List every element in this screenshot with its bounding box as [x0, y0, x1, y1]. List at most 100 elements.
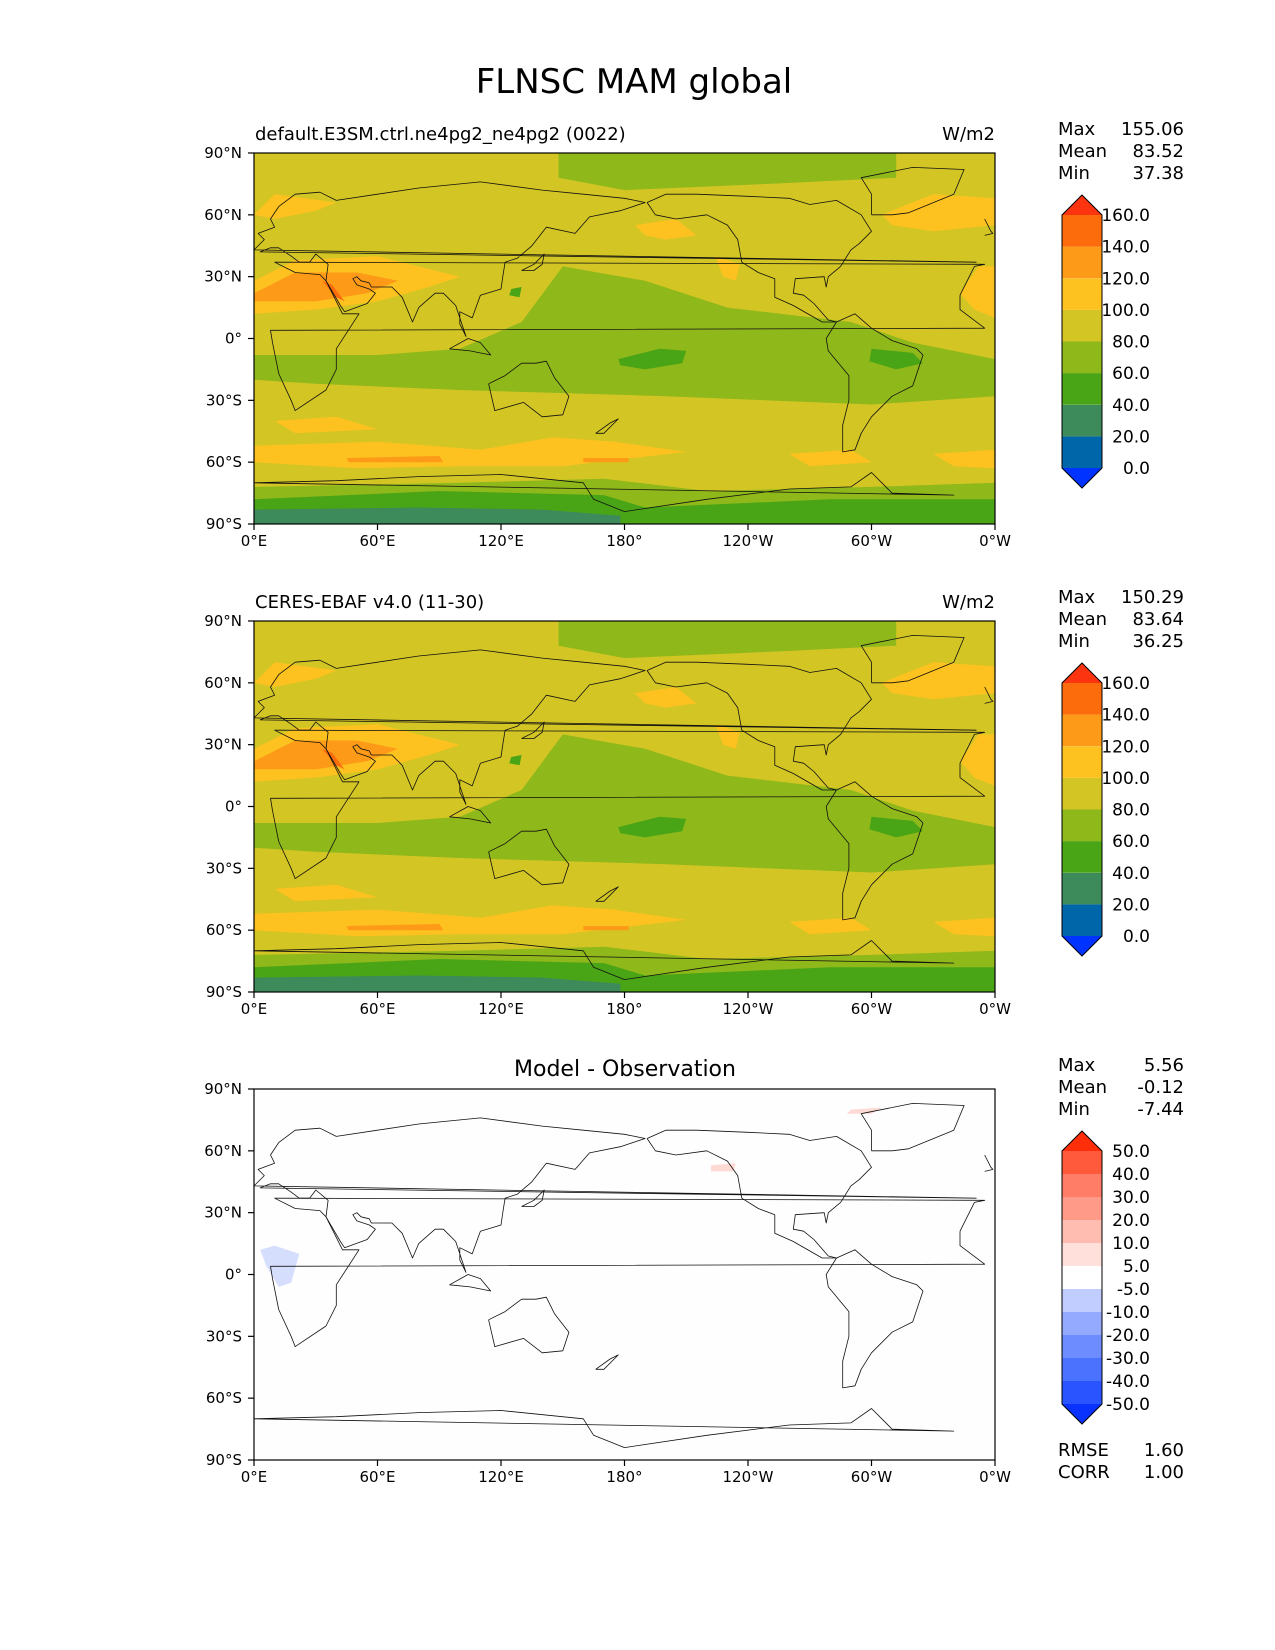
stat-label-min: Min [1058, 631, 1090, 652]
lon-tick-label: 120°E [478, 1000, 524, 1018]
contour-region [960, 266, 995, 318]
panel-title-center: Model - Observation [514, 1057, 736, 1082]
lon-tick-label: 60°W [851, 1000, 893, 1018]
contour-region [274, 416, 378, 434]
contour-region [846, 1107, 882, 1114]
coastline [860, 166, 965, 216]
contour-region [254, 975, 621, 992]
lon-tick-label: 0°W [979, 1000, 1011, 1018]
panel-title-left: default.E3SM.ctrl.ne4pg2_ne4pg2 (0022) [255, 124, 626, 145]
colorbar-tick-label: -5.0 [1117, 1280, 1150, 1300]
stat-value-mean: -0.12 [1137, 1077, 1184, 1098]
lat-tick-label: 0° [225, 798, 242, 816]
colorbar-tick-label: 40.0 [1112, 396, 1150, 416]
colorbar-tick-label: 20.0 [1112, 427, 1150, 447]
stat-label-mean: Mean [1058, 141, 1107, 162]
stat-label-min: Min [1058, 163, 1090, 184]
colorbar-extend-max [1062, 1131, 1102, 1151]
lat-tick-label: 60°N [204, 674, 242, 692]
lat-tick-label: 90°S [206, 983, 242, 1001]
colorbar-segment [1062, 1174, 1102, 1197]
colorbar-tick-label: 0.0 [1123, 927, 1150, 947]
lon-tick-label: 0°W [979, 1468, 1011, 1486]
lon-tick-label: 120°W [723, 1000, 774, 1018]
corr-label: CORR [1058, 1462, 1110, 1483]
colorbar-tick-label: -30.0 [1106, 1349, 1150, 1369]
contour-region [960, 734, 995, 786]
stat-value-max: 155.06 [1121, 119, 1184, 140]
coastline [254, 181, 977, 337]
lat-tick-label: 30°N [204, 268, 242, 286]
lat-tick-label: 90°S [206, 1451, 242, 1469]
contour-region [789, 449, 872, 467]
colorbar-segment [1062, 714, 1102, 747]
lat-tick-label: 30°S [206, 391, 242, 409]
coastline [984, 1154, 994, 1172]
coastline [270, 729, 986, 879]
lon-tick-label: 120°E [478, 1468, 524, 1486]
colorbar-segment [1062, 841, 1102, 873]
coastline [254, 1408, 955, 1448]
coastline [449, 1274, 492, 1292]
field-background [254, 1089, 995, 1460]
lon-tick-label: 180° [606, 1000, 642, 1018]
stat-value-min: -7.44 [1137, 1099, 1184, 1120]
coastline [595, 886, 619, 902]
contour-region [321, 280, 345, 302]
contour-region [881, 194, 995, 232]
coastline [646, 193, 872, 323]
stat-label-mean: Mean [1058, 1077, 1107, 1098]
colorbar: 0.0 20.0 40.0 60.0 80.0 100.0 120.0 140.0 160.0 [1061, 662, 1150, 957]
colorbar-segment [1062, 683, 1102, 715]
colorbar-segment [1062, 1289, 1102, 1312]
colorbar-segment [1062, 904, 1102, 936]
stat-value-min: 36.25 [1132, 631, 1184, 652]
colorbar-outline [1061, 662, 1103, 957]
map-field-model [254, 153, 995, 524]
contour-region [881, 662, 995, 700]
contour-region [321, 748, 345, 770]
coastline [521, 721, 545, 739]
coastline [488, 360, 570, 418]
coastline [646, 661, 872, 791]
lon-tick-label: 120°W [723, 532, 774, 550]
colorbar-extend-min [1062, 468, 1102, 488]
stat-label-min: Min [1058, 1099, 1090, 1120]
coastline [449, 806, 492, 824]
lon-tick-label: 60°E [359, 1000, 395, 1018]
coastline [488, 828, 570, 886]
colorbar-segment [1062, 1358, 1102, 1381]
lon-tick-label: 60°E [359, 532, 395, 550]
colorbar: -50.0 -40.0 -30.0 -20.0 -10.0 -5.0 5.0 10.0 20.0… [1061, 1130, 1150, 1425]
stat-value-mean: 83.52 [1132, 141, 1184, 162]
stat-value-max: 5.56 [1144, 1055, 1184, 1076]
coastline [254, 1117, 977, 1273]
colorbar-segment [1062, 1151, 1102, 1174]
coastline [860, 635, 965, 684]
lon-tick-label: 0°E [241, 1468, 268, 1486]
colorbar-outline [1061, 194, 1103, 489]
lon-tick-label: 0°W [979, 532, 1011, 550]
contour-region [933, 449, 995, 469]
colorbar-extend-min [1062, 936, 1102, 956]
coastline [595, 418, 619, 434]
contour-region [558, 621, 897, 659]
colorbar-tick-label: 0.0 [1123, 459, 1150, 479]
coastline [270, 261, 986, 412]
panel-units: W/m2 [942, 592, 995, 613]
colorbar-tick-label: 5.0 [1123, 1257, 1150, 1277]
rmse-value: 1.60 [1144, 1440, 1184, 1461]
colorbar-tick-label: 50.0 [1112, 1142, 1150, 1162]
lon-tick-label: 60°W [851, 1468, 893, 1486]
contour-region [274, 884, 378, 902]
contour-region [346, 456, 444, 463]
colorbar-segment [1062, 746, 1102, 778]
map-field-difference [254, 1089, 995, 1460]
colorbar-segment [1062, 436, 1102, 468]
contour-region [618, 348, 687, 370]
stat-label-max: Max [1058, 1055, 1096, 1076]
lat-tick-label: 30°S [206, 859, 242, 877]
lat-tick-label: 90°N [204, 612, 242, 630]
colorbar-extend-max [1062, 195, 1102, 215]
